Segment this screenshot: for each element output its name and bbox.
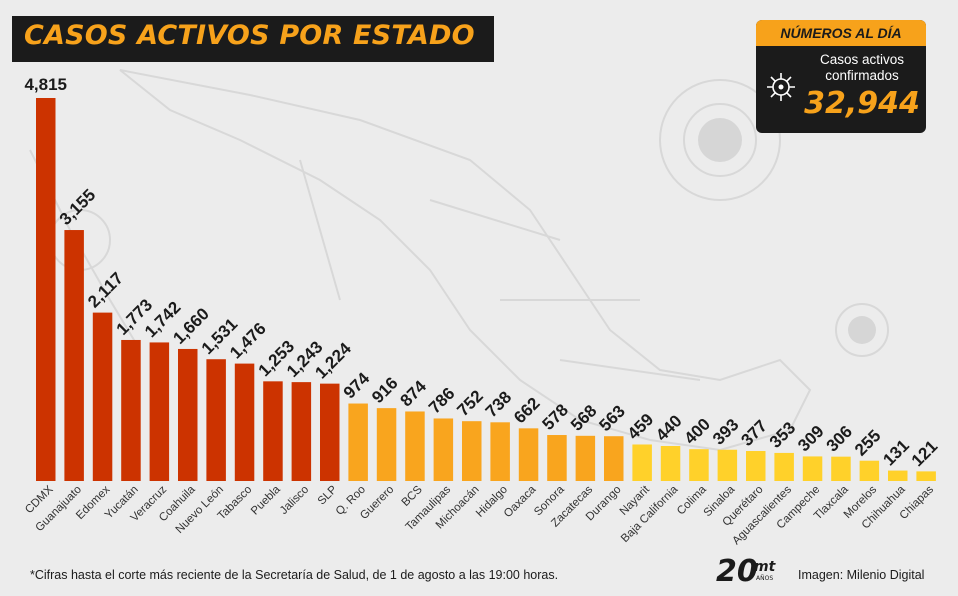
- bar-1: [64, 230, 84, 481]
- logo-letters: mt: [754, 559, 777, 575]
- value-label-21: 459: [624, 410, 657, 443]
- bar-10: [320, 383, 340, 481]
- value-label-11: 974: [340, 368, 374, 402]
- value-label-2: 2,117: [84, 269, 127, 312]
- bar-7: [234, 363, 255, 481]
- logo-number: 20: [716, 554, 758, 585]
- bar-18: [547, 435, 567, 481]
- logo-tag: AÑOS: [756, 575, 773, 582]
- bar-23: [689, 449, 709, 481]
- bar-30: [888, 470, 908, 481]
- bar-6: [206, 359, 226, 481]
- bar-14: [433, 418, 454, 481]
- image-credit: Imagen: Milenio Digital: [798, 568, 925, 582]
- value-label-15: 752: [453, 387, 486, 420]
- bar-28: [831, 456, 851, 481]
- bar-2: [92, 312, 113, 481]
- value-label-28: 306: [823, 422, 856, 455]
- value-label-1: 3,155: [56, 185, 100, 229]
- category-label-17: Oaxaca: [502, 483, 539, 520]
- bar-25: [746, 451, 766, 481]
- bar-16: [490, 422, 510, 481]
- bar-19: [575, 435, 596, 481]
- value-label-18: 578: [539, 400, 572, 433]
- bar-4: [149, 342, 170, 481]
- milenio-20-years-logo: 20 mt AÑOS: [716, 554, 777, 585]
- bar-26: [774, 452, 794, 481]
- stats-label: Casos activos confirmados: [800, 52, 924, 84]
- value-label-31: 121: [908, 437, 941, 470]
- bar-9: [291, 382, 312, 481]
- value-label-14: 786: [425, 384, 458, 417]
- value-label-26: 353: [766, 418, 799, 451]
- category-label-13: BCS: [400, 483, 425, 508]
- bar-24: [717, 449, 738, 481]
- bar-13: [405, 411, 425, 481]
- stats-heading: NÚMEROS AL DÍA: [756, 20, 926, 46]
- stats-label-line2: confirmados: [825, 68, 899, 83]
- active-cases-total: 32,944: [804, 86, 920, 121]
- value-label-24: 393: [709, 415, 742, 448]
- bar-31: [916, 471, 936, 481]
- daily-stats-card: NÚMEROS AL DÍA Casos activos confirmados…: [756, 20, 926, 133]
- bar-15: [462, 421, 482, 481]
- value-label-16: 738: [482, 388, 515, 421]
- bar-3: [121, 339, 141, 481]
- category-label-9: Jalisco: [278, 484, 311, 517]
- bar-8: [263, 381, 283, 481]
- virus-icon: [767, 73, 795, 101]
- category-label-8: Puebla: [249, 483, 283, 517]
- value-label-19: 568: [567, 401, 600, 434]
- title-banner: [12, 16, 494, 62]
- bar-11: [348, 403, 368, 481]
- category-label-10: SLP: [316, 483, 340, 507]
- bar-21: [632, 444, 652, 481]
- value-label-17: 662: [510, 394, 543, 427]
- bar-5: [178, 348, 198, 481]
- value-label-30: 131: [879, 436, 912, 469]
- value-label-25: 377: [737, 416, 770, 449]
- value-label-0: 4,815: [24, 75, 67, 94]
- value-label-12: 916: [368, 373, 401, 406]
- value-label-22: 440: [652, 411, 685, 444]
- bar-22: [660, 446, 681, 481]
- bar-17: [518, 428, 539, 481]
- bar-29: [859, 460, 880, 481]
- value-label-23: 400: [681, 415, 714, 448]
- bar-12: [376, 408, 397, 481]
- bar-0: [36, 98, 56, 481]
- bar-27: [802, 456, 823, 481]
- stats-label-line1: Casos activos: [819, 52, 905, 67]
- page-title: CASOS ACTIVOS POR ESTADO: [24, 20, 475, 51]
- value-label-27: 309: [794, 422, 827, 455]
- bar-20: [604, 436, 624, 481]
- footnote: *Cifras hasta el corte más reciente de l…: [30, 568, 559, 582]
